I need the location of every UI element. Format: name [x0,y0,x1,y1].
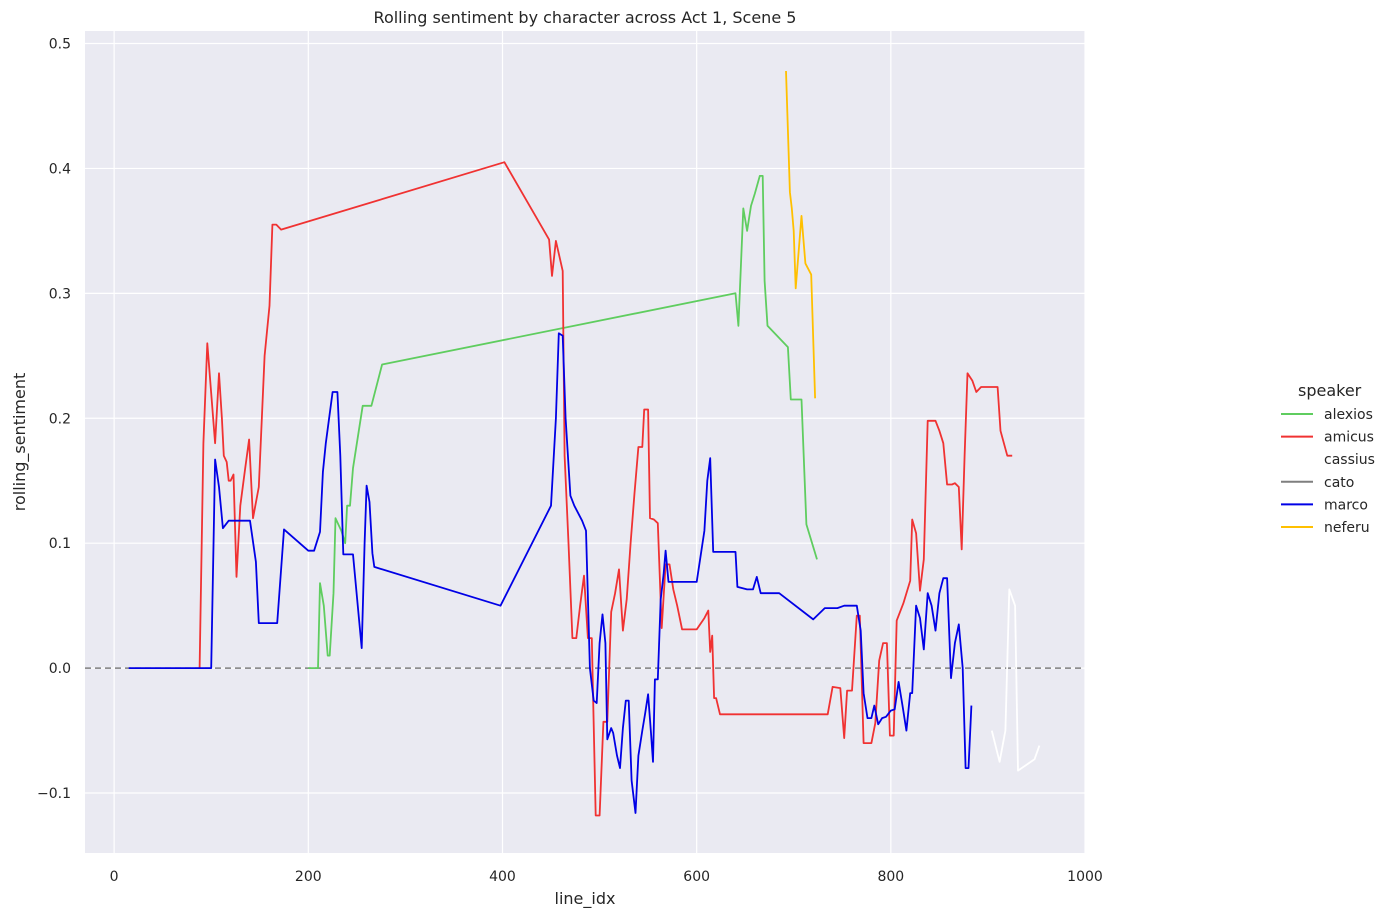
legend-label: cassius [1324,452,1375,468]
legend-item-cato: cato [1281,475,1354,491]
y-tick-labels: −0.1 0.0 0.1 0.2 0.3 0.4 0.5 [37,36,71,802]
y-tick-label: 0.3 [49,286,71,302]
legend-label: amicus [1324,430,1374,446]
y-tick-label: 0.0 [49,661,71,677]
legend-item-amicus: amicus [1281,430,1374,446]
legend-item-alexios: alexios [1281,407,1373,423]
series-line-alexios [308,175,818,669]
legend-label: marco [1324,497,1368,513]
series-layer [128,70,1041,817]
grid [85,31,1086,853]
legend-item-marco: marco [1281,497,1368,513]
x-axis-label: line_idx [555,889,616,909]
plot-area [85,31,1085,853]
x-tick-label: 1000 [1067,869,1103,885]
x-tick-label: 400 [489,869,516,885]
x-tick-label: 200 [295,869,322,885]
series-line-cassius [990,588,1041,772]
x-tick-label: 800 [877,869,904,885]
legend-items: alexios amicus cassius cato marco neferu [1281,407,1375,536]
series-line-marco [128,332,973,814]
y-axis-label: rolling_sentiment [10,373,30,512]
legend: speaker alexios amicus cassius cato marco nef… [1281,381,1375,536]
legend-label: neferu [1324,520,1370,536]
chart-title: Rolling sentiment by character across Ac… [374,8,797,27]
legend-item-cassius: cassius [1281,452,1375,468]
legend-label: alexios [1324,407,1373,423]
y-tick-label: −0.1 [37,786,71,802]
legend-item-neferu: neferu [1281,520,1370,536]
y-tick-label: 0.1 [49,536,71,552]
x-tick-label: 600 [683,869,710,885]
x-tick-label: 0 [110,869,119,885]
y-tick-label: 0.4 [49,161,71,177]
x-tick-labels: 0 200 400 600 800 1000 [110,869,1103,885]
y-tick-label: 0.2 [49,411,71,427]
series-line-amicus [198,161,1013,817]
series-line-neferu [785,70,816,399]
legend-label: cato [1324,475,1354,491]
legend-title: speaker [1298,381,1362,400]
y-tick-label: 0.5 [49,36,71,52]
